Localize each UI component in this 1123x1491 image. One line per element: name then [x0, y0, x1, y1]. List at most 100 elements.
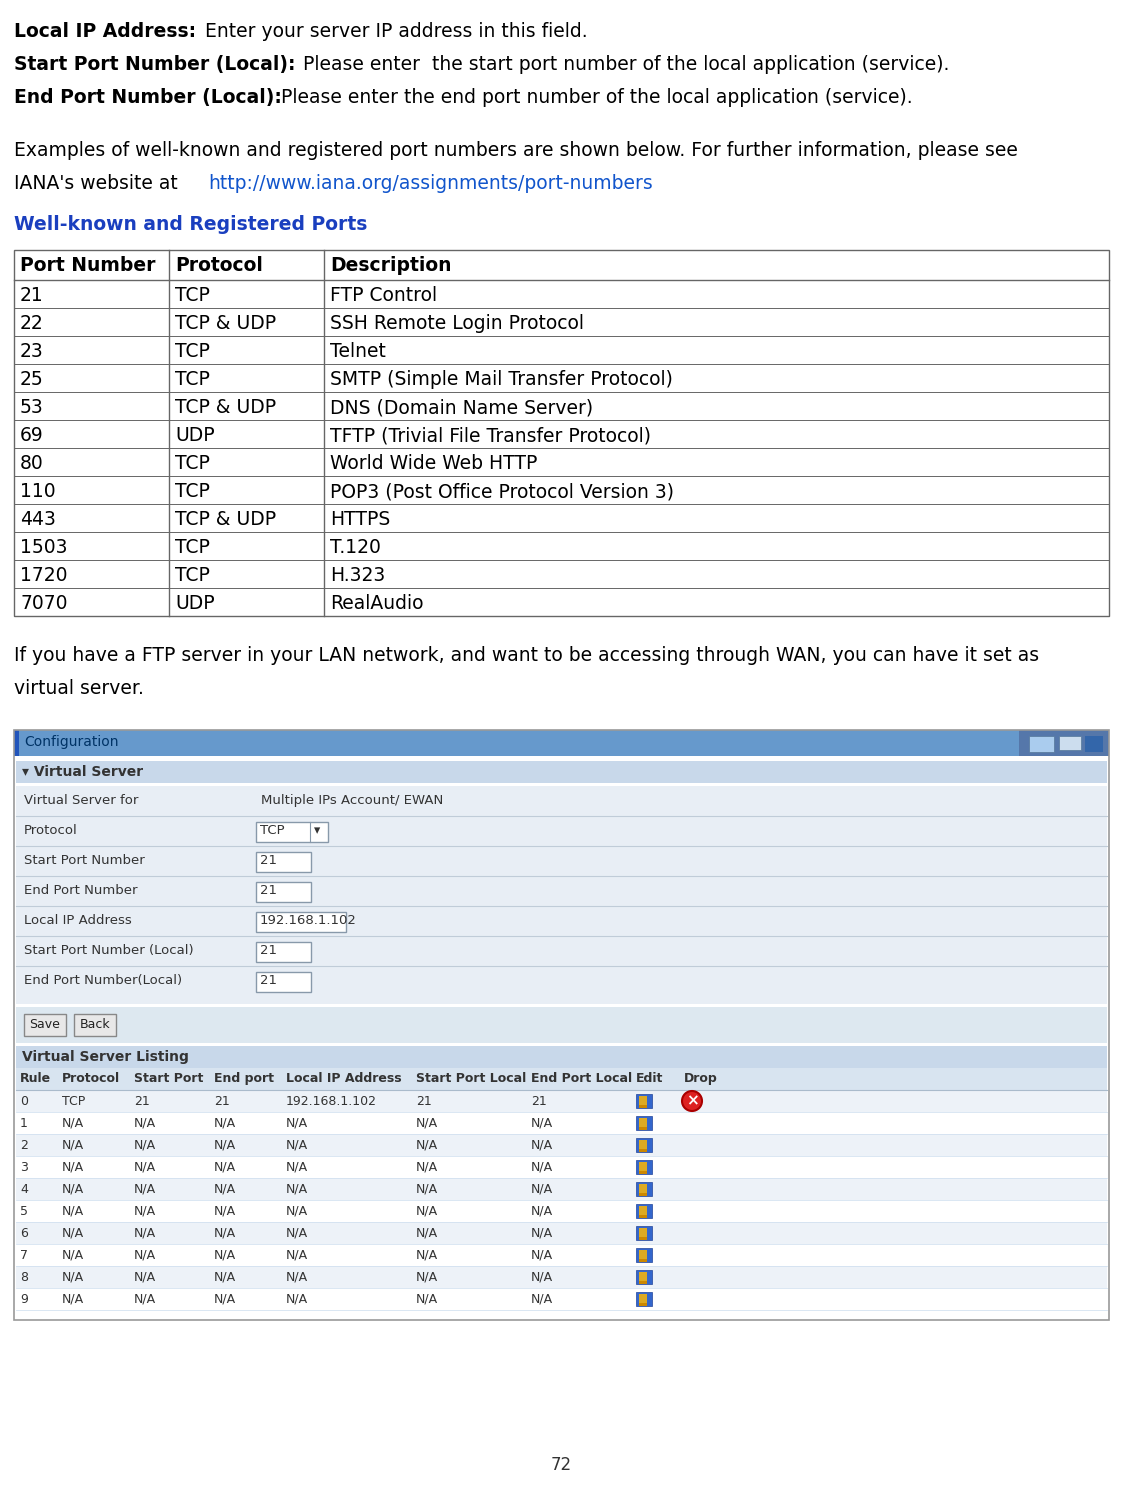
Bar — [639, 1150, 647, 1153]
Bar — [639, 1105, 647, 1108]
Text: N/A: N/A — [286, 1117, 308, 1130]
Text: TCP & UDP: TCP & UDP — [175, 510, 276, 529]
Text: 110: 110 — [20, 482, 56, 501]
Bar — [256, 912, 346, 932]
Bar — [1059, 737, 1081, 750]
Text: N/A: N/A — [134, 1161, 156, 1173]
Bar — [636, 1094, 652, 1108]
Text: N/A: N/A — [286, 1227, 308, 1241]
Text: 21: 21 — [261, 944, 277, 957]
Text: TCP: TCP — [261, 825, 284, 836]
Text: N/A: N/A — [531, 1270, 554, 1284]
Text: Protocol: Protocol — [175, 256, 263, 274]
Bar — [636, 1138, 652, 1153]
Text: Protocol: Protocol — [62, 1072, 120, 1085]
Bar — [636, 1293, 652, 1306]
Text: Port Number: Port Number — [20, 256, 155, 274]
Text: End port: End port — [214, 1072, 274, 1085]
Text: N/A: N/A — [214, 1161, 236, 1173]
Text: If you have a FTP server in your LAN network, and want to be accessing through W: If you have a FTP server in your LAN net… — [13, 646, 1039, 665]
Text: UDP: UDP — [175, 593, 214, 613]
Text: World Wide Web HTTP: World Wide Web HTTP — [330, 453, 538, 473]
Bar — [639, 1206, 647, 1217]
Bar — [16, 1200, 1107, 1223]
Bar — [16, 1288, 1107, 1311]
Text: http://www.iana.org/assignments/port-numbers: http://www.iana.org/assignments/port-num… — [208, 174, 652, 192]
Text: Local IP Address: Local IP Address — [286, 1072, 402, 1085]
Text: Rule: Rule — [20, 1072, 52, 1085]
Text: Start Port Number (Local):: Start Port Number (Local): — [13, 55, 295, 75]
Bar — [1029, 737, 1054, 751]
Text: 72: 72 — [550, 1457, 572, 1475]
Text: N/A: N/A — [214, 1139, 236, 1153]
Text: 4: 4 — [20, 1182, 28, 1196]
Text: TCP: TCP — [175, 341, 210, 361]
Bar — [256, 883, 311, 902]
Text: Start Port Local: Start Port Local — [416, 1072, 527, 1085]
Text: 2: 2 — [20, 1139, 28, 1153]
Text: Examples of well-known and registered port numbers are shown below. For further : Examples of well-known and registered po… — [13, 142, 1017, 160]
Bar — [13, 250, 1110, 616]
Text: 21: 21 — [20, 286, 44, 306]
Text: N/A: N/A — [416, 1205, 438, 1218]
Text: TCP: TCP — [175, 567, 210, 584]
Bar — [639, 1229, 647, 1238]
Text: N/A: N/A — [134, 1270, 156, 1284]
Bar — [639, 1096, 647, 1106]
Bar — [256, 822, 328, 842]
Bar — [636, 1160, 652, 1173]
Text: 7: 7 — [20, 1249, 28, 1261]
Bar — [16, 1178, 1107, 1200]
Bar — [639, 1127, 647, 1130]
Text: Local IP Address: Local IP Address — [24, 914, 131, 927]
Text: Start Port Number (Local): Start Port Number (Local) — [24, 944, 193, 957]
Text: 1: 1 — [20, 1117, 28, 1130]
Text: N/A: N/A — [416, 1182, 438, 1196]
Text: N/A: N/A — [214, 1293, 236, 1306]
Bar — [636, 1248, 652, 1261]
Text: 7070: 7070 — [20, 593, 67, 613]
Text: 3: 3 — [20, 1161, 28, 1173]
Text: ×: × — [686, 1093, 699, 1108]
Bar — [16, 1243, 1107, 1266]
Text: N/A: N/A — [531, 1249, 554, 1261]
Text: Start Port Number: Start Port Number — [24, 854, 145, 866]
Text: N/A: N/A — [286, 1270, 308, 1284]
Bar — [1085, 737, 1103, 751]
Bar — [256, 851, 311, 872]
Text: 8: 8 — [20, 1270, 28, 1284]
Text: N/A: N/A — [214, 1227, 236, 1241]
Bar — [639, 1258, 647, 1261]
Text: 9: 9 — [20, 1293, 28, 1306]
Text: Edit: Edit — [636, 1072, 664, 1085]
Bar — [16, 1266, 1107, 1288]
Bar — [16, 1047, 1107, 1068]
Text: N/A: N/A — [531, 1293, 554, 1306]
Text: N/A: N/A — [62, 1161, 84, 1173]
Text: virtual server.: virtual server. — [13, 678, 144, 698]
Text: TCP: TCP — [175, 538, 210, 558]
Text: N/A: N/A — [286, 1139, 308, 1153]
Text: Enter your server IP address in this field.: Enter your server IP address in this fie… — [199, 22, 587, 40]
Text: N/A: N/A — [62, 1117, 84, 1130]
Bar — [639, 1249, 647, 1260]
Text: N/A: N/A — [62, 1249, 84, 1261]
Bar — [16, 1006, 1107, 1044]
Text: RealAudio: RealAudio — [330, 593, 423, 613]
Text: 192.168.1.102: 192.168.1.102 — [261, 914, 357, 927]
Bar — [639, 1141, 647, 1150]
Text: 1720: 1720 — [20, 567, 67, 584]
Text: TCP: TCP — [175, 286, 210, 306]
Text: N/A: N/A — [214, 1205, 236, 1218]
Text: Back: Back — [80, 1018, 110, 1032]
Text: 21: 21 — [531, 1094, 547, 1108]
Text: N/A: N/A — [62, 1182, 84, 1196]
Text: Drop: Drop — [684, 1072, 718, 1085]
Text: N/A: N/A — [531, 1161, 554, 1173]
Text: 21: 21 — [134, 1094, 149, 1108]
Text: 6: 6 — [20, 1227, 28, 1241]
Bar — [639, 1238, 647, 1241]
Bar — [639, 1272, 647, 1282]
Text: N/A: N/A — [531, 1227, 554, 1241]
Text: N/A: N/A — [134, 1249, 156, 1261]
